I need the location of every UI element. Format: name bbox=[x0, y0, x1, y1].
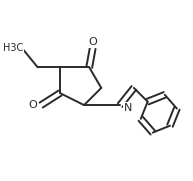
Text: O: O bbox=[88, 37, 97, 47]
Text: H3C: H3C bbox=[3, 43, 23, 53]
Text: O: O bbox=[28, 100, 37, 110]
Text: N: N bbox=[124, 103, 132, 113]
